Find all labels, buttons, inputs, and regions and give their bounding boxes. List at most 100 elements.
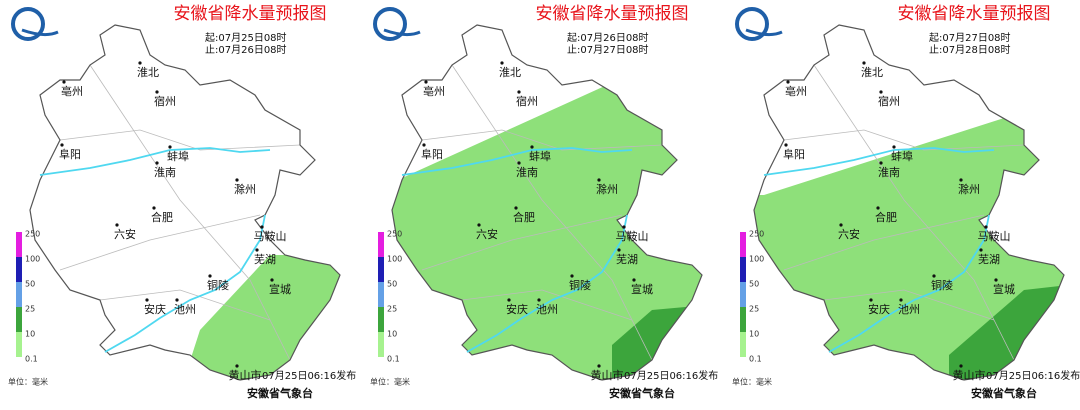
county-lines [59,64,301,361]
county-lines [783,64,1025,361]
city-dot [260,225,264,229]
end-time: 止:07月26日08时 [205,44,287,56]
city-dot [152,206,156,210]
city-dot [168,145,172,149]
city-label: 宣城 [269,282,291,296]
county-lines [421,64,663,361]
city-dot [60,143,64,147]
city-dot [514,206,518,210]
start-time: 起:07月26日08时 [567,32,649,44]
city-dot [517,90,521,94]
legend-swatch [378,257,384,282]
legend-tick: 10 [387,330,397,339]
city-dot [597,364,601,368]
city-label: 铜陵 [569,278,591,292]
city-dot [62,80,66,84]
province-border [29,24,341,381]
city-label: 阜阳 [59,148,81,161]
city-label: 滁州 [234,182,256,196]
unit-label: 单位：毫米 [370,377,410,387]
city-label: 蚌埠 [891,149,913,163]
city-dot [632,278,636,282]
city-label: 六安 [476,227,498,241]
city-dot [424,80,428,84]
city-label: 芜湖 [616,252,638,266]
city-label: 池州 [536,303,558,316]
agency: 安徽省气象台 [609,386,675,400]
title: 安徽省降水量预报图 [898,4,1051,24]
city-dot [617,248,621,252]
legend-swatch [740,257,746,282]
city-dot [500,61,504,65]
city-dot [876,206,880,210]
city-dot [477,223,481,227]
logo [11,7,45,41]
agency: 安徽省气象台 [971,386,1037,400]
city-dot [786,80,790,84]
city-label: 芜湖 [254,252,276,266]
legend-tick: 0.1 [25,355,38,364]
city-label: 宿州 [516,94,538,108]
city-label: 阜阳 [421,148,443,161]
logo-swoosh [21,28,59,37]
city-label: 池州 [898,303,920,316]
city-label: 淮南 [154,166,176,179]
start-time: 起:07月25日08时 [205,32,287,44]
city-dot [959,364,963,368]
city-label: 安庆 [144,302,166,316]
city-dot [422,143,426,147]
city-label: 马鞍山 [254,229,287,243]
legend-swatch [740,332,746,357]
city-dot [507,298,511,302]
legend-tick: 250 [25,230,40,239]
city-dot [208,274,212,278]
city-dot [235,364,239,368]
legend-swatch [16,232,22,257]
issued-time: 07月25日06:16发布 [262,369,356,382]
city-dot [879,90,883,94]
issued-time: 07月25日06:16发布 [986,369,1080,382]
city-label: 铜陵 [207,278,229,292]
legend-swatch [740,307,746,332]
city-label: 安庆 [506,302,528,316]
river [763,147,995,353]
province-border [391,24,703,381]
legend-tick: 250 [749,230,764,239]
city-label: 黄山市 [953,368,986,382]
city-label: 亳州 [785,84,807,98]
logo [373,7,407,41]
legend-tick: 250 [387,230,402,239]
city-dot [839,223,843,227]
city-dot [994,278,998,282]
city-label: 马鞍山 [616,229,649,243]
city-dot [984,225,988,229]
city-label: 阜阳 [783,148,805,161]
city-label: 滁州 [596,182,618,196]
legend-tick: 25 [25,305,35,314]
legend-tick: 25 [749,305,759,314]
legend-swatch [16,332,22,357]
city-dot [138,61,142,65]
city-dot [537,298,541,302]
city-dot [869,298,873,302]
city-dot [155,161,159,165]
legend-swatch [740,232,746,257]
city-label: 黄山市 [229,368,262,382]
city-label: 宣城 [631,282,653,296]
city-label: 淮北 [861,66,883,79]
city-dot [622,225,626,229]
city-label: 铜陵 [931,278,953,292]
city-dot [145,298,149,302]
river [39,147,271,353]
city-dot [570,274,574,278]
city-dot [784,143,788,147]
city-label: 合肥 [151,210,173,224]
city-dot [235,178,239,182]
city-label: 合肥 [875,210,897,224]
city-dot [932,274,936,278]
city-dot [862,61,866,65]
legend-tick: 50 [387,280,397,289]
